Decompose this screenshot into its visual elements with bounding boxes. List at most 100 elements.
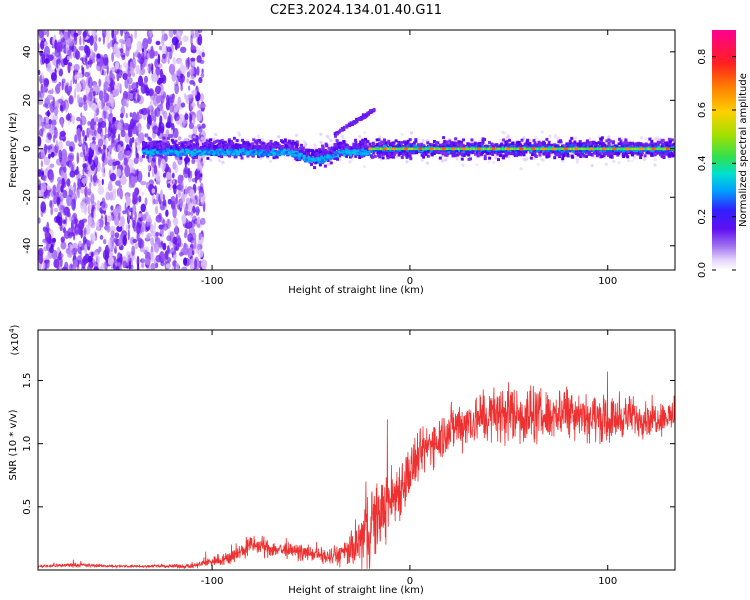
heatmap-cell	[179, 62, 184, 70]
heatmap-cell	[185, 57, 190, 68]
heatmap-cell	[168, 112, 171, 124]
heatmap-cell	[200, 103, 207, 109]
heatmap-cell	[89, 123, 96, 136]
heatmap-cell	[83, 102, 88, 112]
heatmap-cell	[98, 37, 101, 42]
heatmap-cell	[261, 137, 265, 142]
heatmap-cell	[129, 137, 133, 148]
heatmap-cell	[201, 123, 206, 129]
heatmap-cell	[138, 75, 143, 87]
heatmap-cell	[191, 89, 198, 97]
heatmap-cell	[358, 135, 362, 139]
heatmap-cell	[118, 184, 123, 190]
heatmap-cell	[59, 224, 63, 232]
heatmap-cell	[127, 77, 133, 85]
heatmap-cell	[87, 240, 92, 247]
heatmap-cell	[237, 131, 241, 135]
heatmap-cell	[336, 157, 339, 161]
heatmap-cell	[189, 75, 196, 81]
heatmap-cell	[98, 100, 102, 109]
heatmap-cell	[421, 138, 425, 143]
heatmap-cell	[132, 238, 138, 244]
heatmap-cell	[59, 104, 64, 112]
heatmap-cell	[158, 122, 165, 134]
heatmap-cell	[127, 229, 130, 241]
heatmap-cell	[40, 167, 43, 180]
heatmap-cell	[114, 215, 120, 226]
heatmap-cell	[151, 158, 155, 162]
heatmap-cell	[153, 140, 157, 144]
heatmap-cell	[91, 204, 95, 210]
heatmap-cell	[177, 30, 183, 39]
heatmap-cell	[375, 138, 379, 142]
heatmap-cell	[118, 238, 122, 247]
heatmap-cell	[181, 144, 184, 148]
heatmap-cell	[284, 144, 288, 147]
heatmap-cell	[176, 77, 179, 86]
heatmap-cell	[69, 170, 76, 178]
heatmap-cell	[503, 131, 507, 135]
heatmap-cell	[487, 160, 491, 164]
heatmap-cell	[123, 157, 128, 166]
heatmap-cell	[521, 150, 525, 154]
heatmap-cell	[409, 131, 413, 135]
heatmap-cell	[214, 133, 218, 137]
heatmap-cell	[114, 244, 118, 250]
heatmap-cell	[120, 175, 127, 185]
heatmap-cell	[161, 34, 165, 47]
heatmap-cell	[588, 137, 592, 141]
heatmap-cell	[82, 31, 88, 38]
heatmap-cell	[82, 167, 85, 177]
heatmap-cell	[315, 149, 319, 153]
heatmap-cell	[56, 246, 61, 254]
heatmap-cell	[91, 102, 97, 111]
heatmap-cell	[196, 142, 199, 146]
heatmap-cell	[181, 193, 184, 203]
heatmap-cell	[327, 136, 331, 140]
heatmap-cell	[114, 84, 117, 90]
heatmap-cell	[156, 79, 162, 85]
heatmap-cell	[83, 94, 87, 102]
heatmap-cell	[138, 195, 142, 203]
heatmap-cell	[120, 52, 126, 58]
heatmap-cell	[77, 188, 80, 199]
heatmap-cell	[554, 133, 558, 137]
heatmap-cell	[47, 133, 52, 141]
heatmap-cell	[425, 161, 429, 165]
heatmap-cell	[47, 54, 54, 61]
heatmap-cell	[60, 241, 67, 250]
heatmap-cell	[453, 153, 457, 157]
heatmap-cell	[60, 169, 65, 180]
heatmap-cell	[162, 242, 167, 251]
heatmap-cell	[92, 173, 98, 183]
heatmap-cell	[314, 146, 318, 150]
heatmap-cell	[54, 100, 60, 109]
heatmap-cell	[40, 56, 44, 66]
heatmap-cell	[462, 138, 465, 142]
heatmap-cell	[200, 165, 204, 169]
heatmap-cell	[198, 77, 203, 84]
heatmap-cell	[634, 142, 638, 146]
heatmap-cell	[202, 160, 206, 164]
heatmap-cell	[179, 40, 183, 46]
heatmap-cell	[223, 146, 227, 150]
heatmap-cell	[189, 188, 195, 198]
heatmap-cell	[125, 150, 131, 156]
heatmap-cell	[420, 158, 424, 162]
heatmap-cell	[153, 164, 158, 175]
heatmap-cell	[194, 170, 198, 177]
heatmap-cell	[397, 140, 401, 144]
heatmap-cell	[172, 161, 177, 170]
heatmap-cell	[336, 142, 340, 146]
heatmap-cell	[200, 137, 204, 141]
heatmap-cell	[378, 155, 382, 159]
heatmap-cell	[146, 121, 151, 130]
heatmap-cell	[77, 30, 82, 36]
heatmap-cell	[56, 41, 63, 52]
heatmap-cell	[93, 112, 97, 123]
heatmap-cell	[65, 140, 71, 147]
heatmap-cell	[112, 30, 119, 36]
heatmap-cell	[78, 45, 85, 51]
heatmap-cell	[53, 258, 60, 269]
heatmap-cell	[162, 219, 166, 228]
